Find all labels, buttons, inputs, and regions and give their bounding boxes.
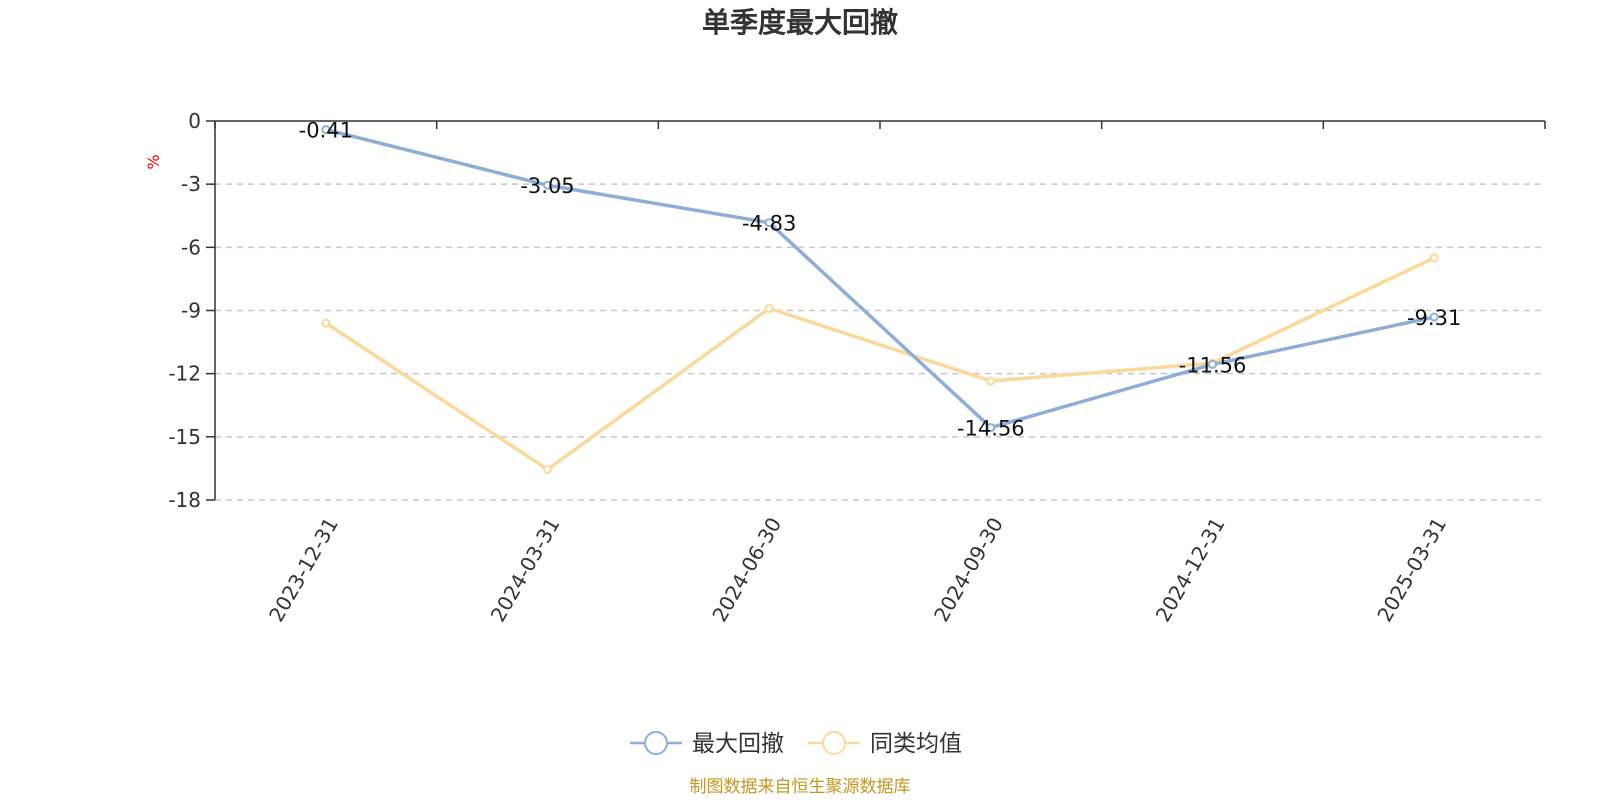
data-label: -14.56 bbox=[957, 417, 1025, 441]
source-note: 制图数据来自恒生聚源数据库 bbox=[690, 777, 911, 797]
legend[interactable]: 最大回撤 同类均值 bbox=[630, 731, 962, 757]
data-point bbox=[1208, 359, 1217, 369]
data-point bbox=[321, 125, 331, 135]
data-point bbox=[986, 423, 996, 433]
data-point bbox=[764, 303, 774, 313]
y-tick-label: -15 bbox=[168, 425, 201, 449]
data-point bbox=[1429, 312, 1439, 322]
axes: 0 -3 -6 -9 -12 -15 -18 2023-12-31 2024-03-31 2024… bbox=[168, 109, 1546, 626]
legend-label: 最大回撤 bbox=[692, 731, 784, 757]
data-label: -4.83 bbox=[742, 212, 796, 236]
chart-title: 单季度最大回撤 bbox=[702, 6, 898, 39]
legend-marker bbox=[644, 731, 668, 755]
x-tick-label: 2024-12-31 bbox=[1151, 513, 1230, 626]
y-tick-label: 0 bbox=[188, 109, 201, 133]
data-labels: -0.41 -3.05 -4.83 -14.56 -11.56 -9.31 bbox=[299, 119, 1462, 441]
data-point bbox=[543, 180, 552, 190]
data-label: -0.41 bbox=[299, 119, 353, 143]
series bbox=[321, 125, 1439, 474]
data-label: -9.31 bbox=[1407, 306, 1461, 330]
data-point bbox=[764, 218, 774, 228]
data-label: -3.05 bbox=[520, 174, 574, 198]
x-tick-label: 2024-03-31 bbox=[486, 513, 565, 626]
grid-lines bbox=[215, 183, 1545, 501]
y-axis-unit: % bbox=[144, 154, 163, 169]
series-line-1 bbox=[325, 127, 1435, 430]
legend-item-1[interactable]: 最大回撤 bbox=[630, 731, 784, 757]
legend-marker bbox=[822, 731, 846, 755]
x-tick-label: 2024-06-30 bbox=[707, 513, 786, 626]
x-tick-label: 2024-09-30 bbox=[929, 513, 1008, 626]
data-point bbox=[986, 376, 996, 386]
y-tick-label: -6 bbox=[181, 235, 201, 259]
x-tick-label: 2023-12-31 bbox=[264, 513, 343, 626]
y-tick-label: -3 bbox=[181, 172, 201, 196]
data-label: -11.56 bbox=[1179, 353, 1247, 377]
y-tick-label: -12 bbox=[168, 362, 201, 386]
legend-label: 同类均值 bbox=[870, 731, 962, 757]
y-tick-label: -18 bbox=[168, 488, 201, 512]
legend-item-2[interactable]: 同类均值 bbox=[808, 731, 962, 757]
data-point bbox=[321, 318, 331, 328]
data-point bbox=[543, 464, 552, 474]
x-tick-label: 2025-03-31 bbox=[1372, 513, 1451, 626]
y-tick-label: -9 bbox=[181, 299, 201, 323]
data-point bbox=[1429, 253, 1439, 263]
series-line-2 bbox=[324, 256, 1435, 472]
